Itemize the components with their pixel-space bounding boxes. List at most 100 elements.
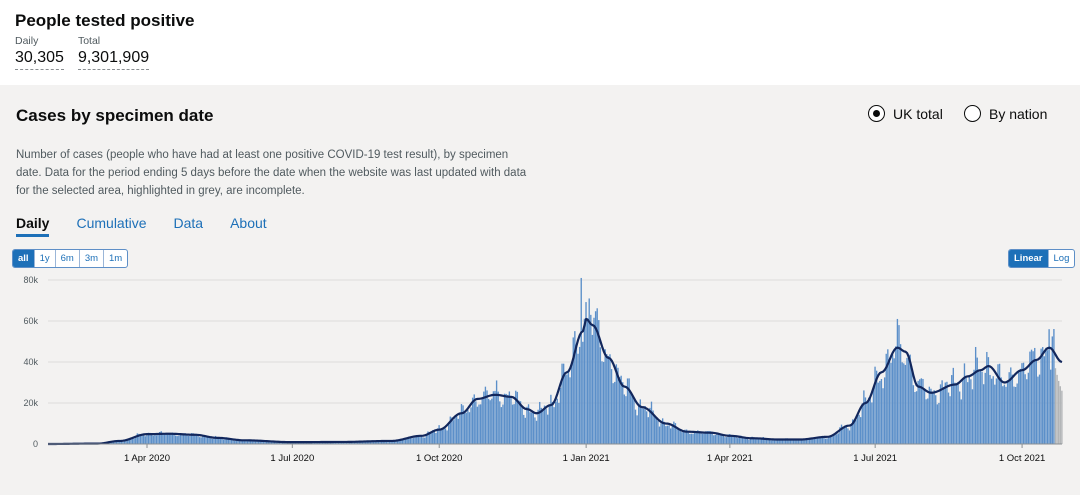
radio-uk-total-circle[interactable] (868, 105, 885, 122)
range-6m-button[interactable]: 6m (56, 250, 80, 267)
daily-cases-bar[interactable] (358, 441, 360, 444)
daily-cases-bar[interactable] (202, 435, 204, 444)
daily-cases-bar[interactable] (797, 438, 800, 444)
daily-cases-bar[interactable] (1050, 369, 1052, 444)
daily-cases-bar[interactable] (990, 378, 993, 444)
daily-cases-bar[interactable] (234, 440, 236, 444)
daily-cases-bar[interactable] (238, 439, 241, 444)
daily-cases-bar[interactable] (574, 331, 576, 444)
daily-cases-bar[interactable] (548, 404, 550, 444)
daily-cases-bar[interactable] (483, 391, 485, 444)
daily-cases-bar[interactable] (1022, 362, 1025, 444)
daily-cases-bar[interactable] (661, 418, 664, 444)
daily-cases-bar[interactable] (471, 397, 474, 444)
daily-cases-bar[interactable] (1027, 372, 1030, 444)
daily-cases-bar[interactable] (400, 440, 402, 444)
daily-cases-bar[interactable] (355, 441, 357, 444)
daily-cases-bar[interactable] (123, 440, 126, 445)
daily-cases-bar[interactable] (912, 385, 915, 444)
daily-cases-bar[interactable] (379, 441, 381, 444)
daily-cases-bar[interactable] (1019, 368, 1022, 444)
daily-cases-bar[interactable] (813, 438, 816, 444)
daily-cases-bar[interactable] (1038, 374, 1041, 444)
daily-cases-bar[interactable] (708, 430, 710, 444)
daily-cases-bar[interactable] (748, 439, 750, 444)
daily-cases-bar[interactable] (697, 430, 699, 444)
daily-cases-bar[interactable] (778, 439, 780, 444)
daily-cases-bar[interactable] (412, 438, 415, 444)
daily-cases-bar[interactable] (775, 438, 777, 444)
daily-cases-bar[interactable] (376, 441, 378, 444)
daily-cases-bar[interactable] (384, 440, 386, 444)
daily-cases-bar[interactable] (465, 412, 467, 444)
daily-cases-bar[interactable] (895, 346, 897, 444)
daily-cases-bar[interactable] (617, 367, 619, 444)
daily-cases-bar[interactable] (848, 430, 851, 444)
daily-cases-bar[interactable] (1006, 380, 1009, 444)
daily-cases-bar[interactable] (682, 431, 685, 444)
daily-cases-bar[interactable] (978, 371, 980, 444)
daily-cases-bar[interactable] (227, 438, 230, 444)
daily-cases-bar[interactable] (992, 376, 994, 444)
daily-cases-bar[interactable] (380, 440, 383, 444)
daily-cases-bar[interactable] (246, 440, 249, 444)
daily-cases-bar[interactable] (404, 437, 407, 444)
daily-cases-bar[interactable] (168, 433, 170, 444)
daily-cases-bar[interactable] (677, 429, 680, 444)
daily-cases-bar[interactable] (962, 379, 964, 444)
daily-cases-bar[interactable] (765, 439, 768, 444)
daily-cases-bar[interactable] (451, 417, 453, 444)
daily-cases-bar[interactable] (701, 433, 704, 444)
daily-cases-bar[interactable] (570, 363, 573, 445)
daily-cases-bar[interactable] (917, 380, 919, 444)
daily-cases-bar[interactable] (417, 436, 420, 444)
daily-cases-bar[interactable] (875, 370, 878, 444)
daily-cases-bar[interactable] (646, 411, 648, 444)
daily-cases-bar[interactable] (907, 355, 910, 444)
daily-cases-bar[interactable] (454, 417, 456, 444)
daily-cases-bar[interactable] (171, 432, 174, 444)
daily-cases-bar[interactable] (625, 396, 627, 444)
daily-cases-bar[interactable] (561, 363, 563, 444)
daily-cases-bar[interactable] (1046, 350, 1049, 444)
daily-cases-bar[interactable] (526, 406, 528, 444)
daily-cases-bar[interactable] (1037, 376, 1039, 444)
daily-cases-bar[interactable] (369, 441, 372, 444)
daily-cases-bar[interactable] (607, 355, 610, 444)
daily-cases-bar[interactable] (406, 437, 408, 444)
daily-cases-bar[interactable] (674, 423, 677, 444)
daily-cases-bar[interactable] (864, 397, 867, 444)
daily-cases-bar[interactable] (754, 438, 756, 444)
daily-cases-bar[interactable] (240, 440, 242, 444)
daily-cases-bar[interactable] (371, 440, 373, 444)
daily-cases-bar[interactable] (122, 441, 124, 444)
daily-cases-bar[interactable] (615, 364, 618, 444)
daily-cases-bar[interactable] (444, 428, 447, 444)
daily-cases-bar[interactable] (242, 440, 244, 444)
daily-cases-bar[interactable] (539, 401, 541, 444)
daily-cases-bar[interactable] (831, 435, 833, 444)
daily-cases-bar[interactable] (923, 390, 926, 444)
daily-cases-bar[interactable] (251, 440, 253, 444)
daily-cases-bar[interactable] (459, 413, 461, 444)
daily-cases-bar[interactable] (111, 442, 113, 444)
daily-cases-bar[interactable] (966, 382, 969, 444)
daily-cases-bar[interactable] (478, 404, 480, 445)
daily-cases-bar[interactable] (1035, 360, 1038, 444)
daily-cases-bar[interactable] (954, 382, 956, 444)
daily-cases-bar[interactable] (476, 406, 479, 444)
daily-cases-bar[interactable] (414, 435, 416, 444)
daily-cases-bar[interactable] (614, 381, 616, 444)
daily-cases-bar[interactable] (1045, 347, 1047, 444)
daily-cases-bar[interactable] (275, 441, 277, 444)
daily-cases-bar[interactable] (960, 399, 962, 444)
daily-cases-bar[interactable] (888, 361, 891, 444)
daily-cases-bar[interactable] (922, 378, 924, 444)
daily-cases-bar[interactable] (269, 441, 271, 444)
daily-cases-bar[interactable] (435, 433, 437, 444)
daily-cases-bar[interactable] (885, 353, 887, 444)
daily-cases-bar[interactable] (877, 382, 879, 444)
daily-cases-bar[interactable] (681, 432, 683, 444)
daily-cases-bar[interactable] (818, 436, 820, 444)
daily-cases-bar[interactable] (794, 439, 796, 444)
